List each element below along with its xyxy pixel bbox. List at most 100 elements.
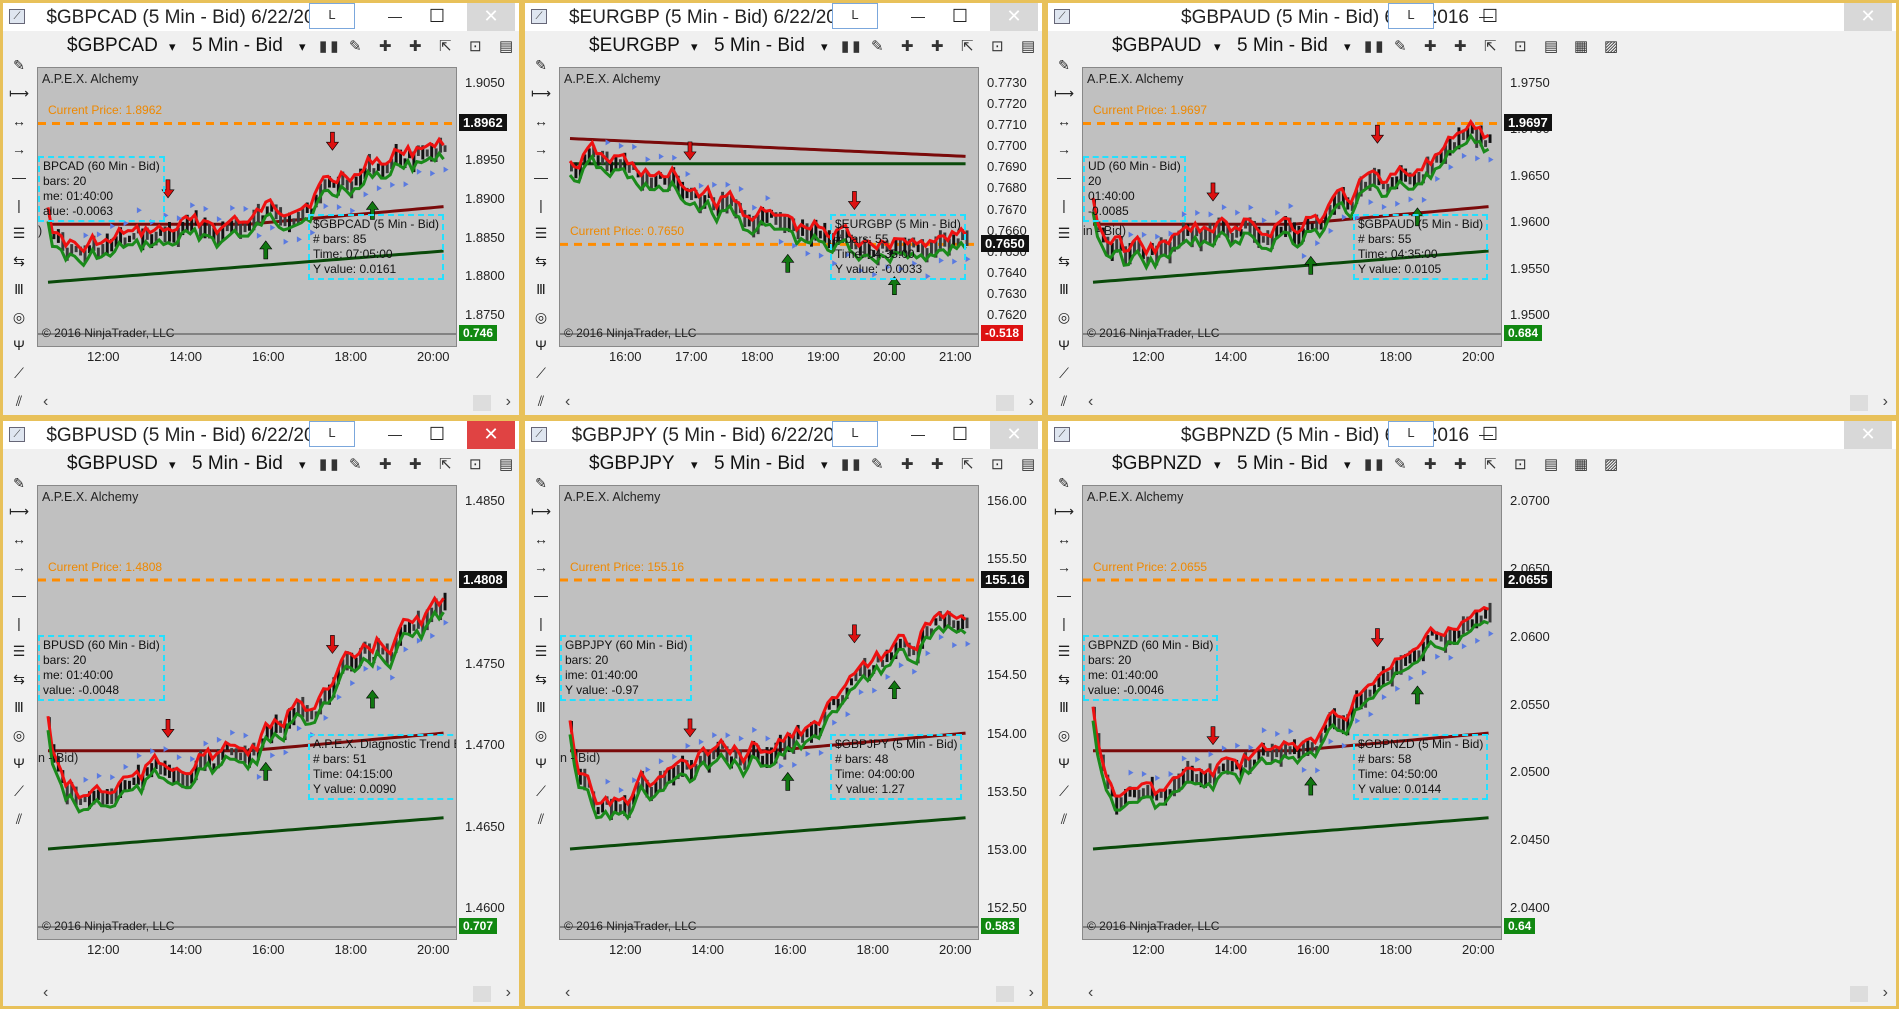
fib-retracement-icon[interactable]: ☰ (534, 225, 548, 241)
line-icon[interactable]: ⟼ (530, 85, 552, 101)
horizontal-line-icon[interactable]: — (534, 587, 548, 603)
measure-tool-box-secondary[interactable]: GBPJPY (60 Min - Bid) bars: 20 ime: 01:40:… (560, 635, 693, 702)
chart-style-icon[interactable]: ▮▮ (841, 456, 864, 473)
instrument-selector[interactable]: $GBPJPY (589, 453, 675, 474)
vertical-line-icon[interactable]: | (17, 615, 21, 631)
maximize-button[interactable]: ☐ (428, 424, 446, 444)
chart-style-icon[interactable]: ▮▮ (841, 38, 864, 55)
fib-retracement-icon[interactable]: ☰ (1057, 225, 1071, 241)
ruler-icon[interactable]: ✎ (535, 475, 547, 491)
fib-time-icon[interactable]: Ⅲ (14, 699, 24, 715)
maximize-button[interactable]: ☐ (428, 6, 446, 26)
drawing-tool-icon[interactable]: ✎ (871, 38, 887, 55)
scroll-left-icon[interactable]: ‹ (1088, 984, 1094, 1001)
andrews-pitchfork-icon[interactable]: Ψ (1058, 337, 1070, 353)
close-button[interactable]: ✕ (467, 3, 515, 31)
gann-fan-icon[interactable]: ⟋ (1059, 783, 1069, 799)
chart-style-icon[interactable]: ▮▮ (1364, 38, 1387, 55)
scroll-right-icon[interactable]: › (1882, 984, 1888, 1001)
zoom-icon[interactable]: ⊡ (469, 456, 485, 473)
zoom-icon[interactable]: ⊡ (1514, 456, 1530, 473)
scroll-right-icon[interactable]: › (1882, 393, 1888, 410)
scroll-right-icon[interactable]: › (1028, 393, 1034, 410)
regression-channel-icon[interactable]: ⫽ (537, 393, 545, 409)
link-button[interactable]: L (309, 421, 355, 447)
horizontal-line-icon[interactable]: — (534, 169, 548, 185)
fib-extension-icon[interactable]: ⇆ (13, 253, 25, 269)
instrument-dropdown-icon[interactable]: ▾ (169, 457, 176, 472)
measure-tool-box-secondary[interactable]: BPUSD (60 Min - Bid) bars: 20 me: 01:40:00… (38, 635, 165, 702)
vertical-line-icon[interactable]: | (539, 615, 543, 631)
ray-icon[interactable]: ↔ (12, 531, 26, 547)
horizontal-line-icon[interactable]: — (1057, 169, 1071, 185)
timeframe-dropdown-icon[interactable]: ▾ (299, 457, 306, 472)
minimize-button[interactable]: — (388, 8, 402, 24)
timeframe-selector[interactable]: 5 Min - Bid (714, 453, 805, 474)
cursor-icon[interactable]: ⇱ (1484, 38, 1500, 55)
instrument-selector[interactable]: $GBPCAD (67, 35, 158, 56)
horizontal-scrollbar[interactable]: ‹ › (37, 391, 519, 415)
price-chart-panel[interactable]: A.P.E.X. Alchemy Current Price: 1.8962 © 2… (37, 67, 457, 347)
add-indicator-icon[interactable]: ✚ (379, 456, 395, 473)
zoom-icon[interactable]: ⊡ (991, 38, 1007, 55)
maximize-button[interactable]: ☐ (951, 6, 969, 26)
timeframe-selector[interactable]: 5 Min - Bid (192, 453, 283, 474)
measure-tool-box[interactable]: $GBPNZD (5 Min - Bid) # bars: 58 Time: 04:… (1353, 733, 1489, 800)
price-chart-panel[interactable]: A.P.E.X. Alchemy Current Price: 2.0655 © 2… (1082, 485, 1502, 940)
price-chart-panel[interactable]: A.P.E.X. Alchemy Current Price: 0.7650 © 2… (559, 67, 979, 347)
horizontal-scrollbar[interactable]: ‹ › (37, 982, 519, 1006)
drawing-tool-icon[interactable]: ✎ (349, 38, 365, 55)
price-chart-panel[interactable]: A.P.E.X. Alchemy Current Price: 1.4808 © 2… (37, 485, 457, 940)
timeframe-selector[interactable]: 5 Min - Bid (714, 35, 805, 56)
gann-fan-icon[interactable]: ⟋ (1059, 365, 1069, 381)
properties-icon[interactable]: ▦ (1574, 38, 1592, 55)
scroll-thumb[interactable] (473, 395, 491, 411)
fib-circle-icon[interactable]: ◎ (12, 309, 26, 325)
line-icon[interactable]: ⟼ (530, 503, 552, 519)
arrow-line-icon[interactable]: → (534, 141, 548, 157)
timeframe-selector[interactable]: 5 Min - Bid (192, 35, 283, 56)
fib-extension-icon[interactable]: ⇆ (13, 671, 25, 687)
regression-channel-icon[interactable]: ⫽ (1060, 393, 1068, 409)
ruler-icon[interactable]: ✎ (1058, 475, 1070, 491)
gann-fan-icon[interactable]: ⟋ (14, 783, 24, 799)
add-indicator-icon[interactable]: ✚ (379, 38, 395, 55)
add-indicator-icon[interactable]: ✚ (901, 38, 917, 55)
link-button[interactable]: L (1388, 421, 1434, 447)
close-button[interactable]: ✕ (467, 421, 515, 449)
drawing-tool-icon[interactable]: ✎ (1394, 456, 1410, 473)
scroll-left-icon[interactable]: ‹ (565, 984, 571, 1001)
instrument-selector[interactable]: $EURGBP (589, 35, 680, 56)
fib-time-icon[interactable]: Ⅲ (14, 281, 24, 297)
ruler-icon[interactable]: ✎ (13, 475, 25, 491)
strategy-icon[interactable]: ✚ (409, 38, 425, 55)
fib-extension-icon[interactable]: ⇆ (535, 671, 547, 687)
andrews-pitchfork-icon[interactable]: Ψ (13, 337, 25, 353)
vertical-line-icon[interactable]: | (1062, 197, 1066, 213)
fib-extension-icon[interactable]: ⇆ (535, 253, 547, 269)
fib-retracement-icon[interactable]: ☰ (1057, 643, 1071, 659)
instrument-dropdown-icon[interactable]: ▾ (691, 39, 698, 54)
close-button[interactable]: ✕ (1844, 421, 1892, 449)
instrument-selector[interactable]: $GBPAUD (1112, 35, 1202, 56)
strategy-icon[interactable]: ✚ (1454, 456, 1470, 473)
arrow-line-icon[interactable]: → (534, 559, 548, 575)
price-chart-panel[interactable]: A.P.E.X. Alchemy Current Price: 1.9697 © 2… (1082, 67, 1502, 347)
add-indicator-icon[interactable]: ✚ (1424, 456, 1440, 473)
close-button[interactable]: ✕ (990, 3, 1038, 31)
fib-time-icon[interactable]: Ⅲ (1059, 699, 1069, 715)
fib-time-icon[interactable]: Ⅲ (1059, 281, 1069, 297)
ruler-icon[interactable]: ✎ (1058, 57, 1070, 73)
andrews-pitchfork-icon[interactable]: Ψ (535, 755, 547, 771)
regression-channel-icon[interactable]: ⫽ (15, 811, 23, 827)
strategy-icon[interactable]: ✚ (931, 456, 947, 473)
link-button[interactable]: L (832, 3, 878, 29)
scroll-right-icon[interactable]: › (505, 984, 511, 1001)
cursor-icon[interactable]: ⇱ (439, 456, 455, 473)
arrow-line-icon[interactable]: → (12, 559, 26, 575)
line-icon[interactable]: ⟼ (8, 85, 30, 101)
data-box-icon[interactable]: ▤ (499, 38, 517, 55)
cursor-icon[interactable]: ⇱ (1484, 456, 1500, 473)
data-box-icon[interactable]: ▤ (1021, 456, 1039, 473)
close-button[interactable]: ✕ (990, 421, 1038, 449)
